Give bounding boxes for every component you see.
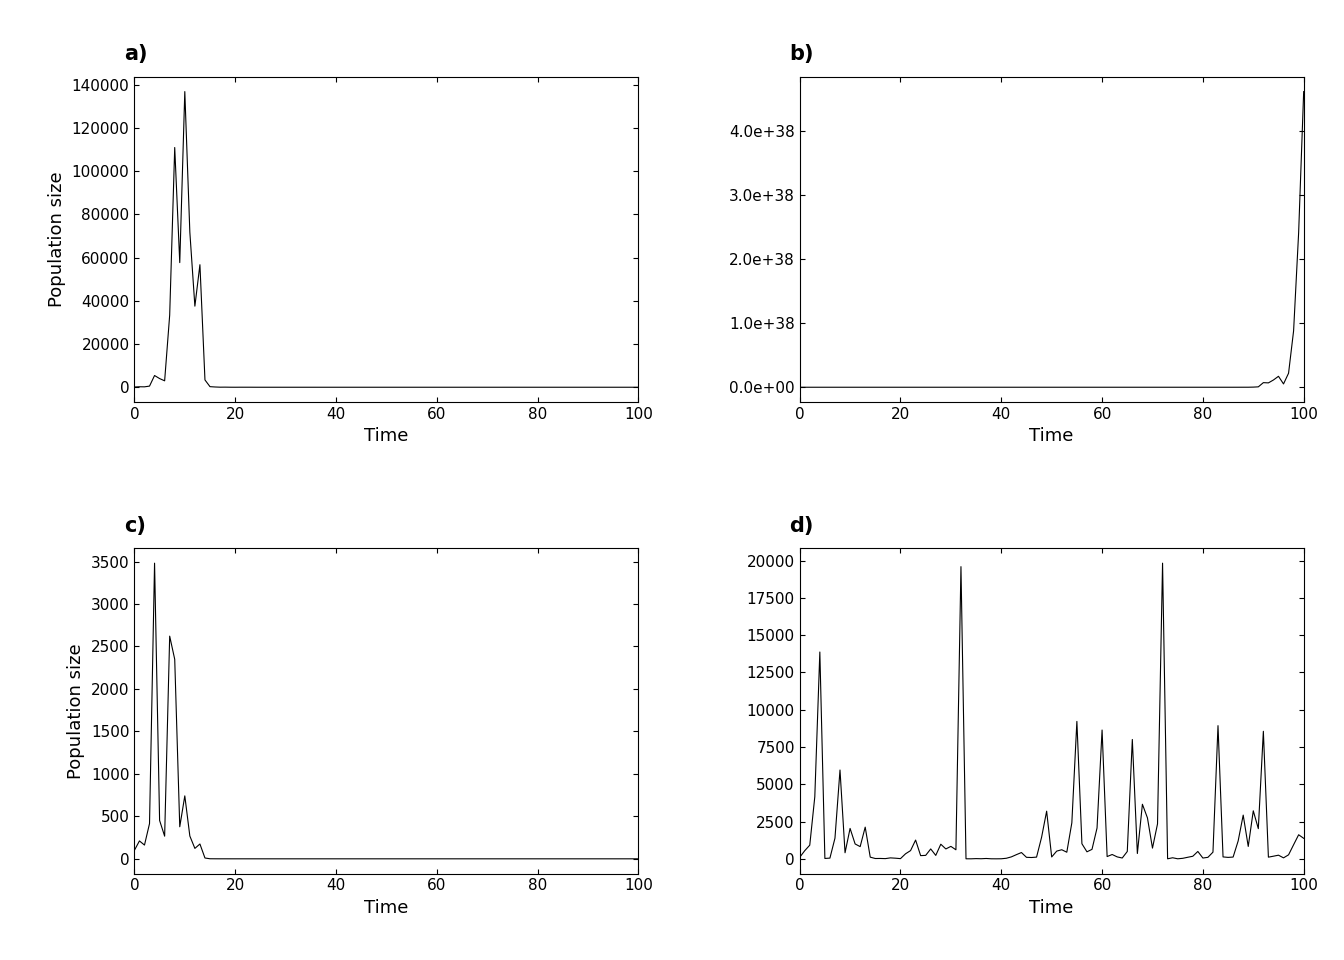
X-axis label: Time: Time [364, 427, 409, 445]
X-axis label: Time: Time [1030, 899, 1074, 917]
Text: a): a) [124, 44, 148, 64]
Y-axis label: Population size: Population size [67, 643, 86, 779]
Text: c): c) [124, 516, 146, 536]
X-axis label: Time: Time [364, 899, 409, 917]
Y-axis label: Population size: Population size [48, 172, 66, 307]
Text: b): b) [789, 44, 814, 64]
Text: d): d) [789, 516, 814, 536]
X-axis label: Time: Time [1030, 427, 1074, 445]
